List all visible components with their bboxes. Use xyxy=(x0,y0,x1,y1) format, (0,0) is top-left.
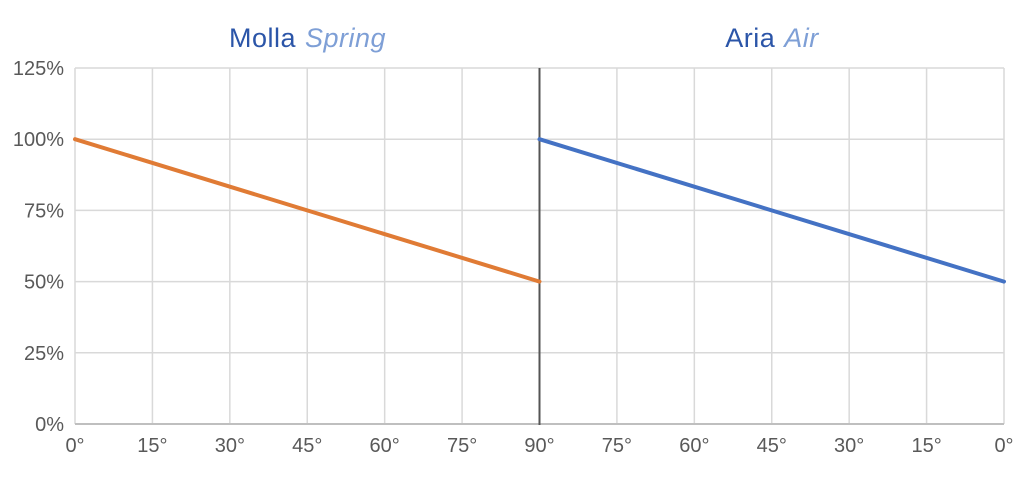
x-axis-tick-label: 0° xyxy=(994,435,1013,457)
x-axis-tick-label: 60° xyxy=(679,435,709,457)
series-line-aria-air xyxy=(537,137,1006,284)
y-axis-tick-label: 75% xyxy=(24,200,64,222)
y-axis-tick-label: 125% xyxy=(13,58,64,80)
x-axis-tick-label: 90° xyxy=(524,435,554,457)
x-axis-tick-label: 75° xyxy=(447,435,477,457)
y-axis-tick-label: 50% xyxy=(24,272,64,294)
x-axis-tick-label: 75° xyxy=(602,435,632,457)
right-panel-title-brand: Aria xyxy=(725,22,776,53)
right-panel-title-model: Air xyxy=(784,22,819,53)
y-axis-tick-label: 0% xyxy=(35,414,64,436)
x-axis-tick-label: 15° xyxy=(137,435,167,457)
x-axis-tick-label: 0° xyxy=(65,435,84,457)
y-axis-tick-label: 25% xyxy=(24,343,64,365)
x-axis-tick-label: 30° xyxy=(215,435,245,457)
x-axis-tick-label: 60° xyxy=(370,435,400,457)
x-axis-tick-label: 30° xyxy=(834,435,864,457)
right-panel-title: Aria Air xyxy=(540,20,1004,56)
x-axis-tick-label: 45° xyxy=(292,435,322,457)
left-panel-title-model: Spring xyxy=(304,22,387,53)
x-axis-tick-label: 15° xyxy=(911,435,941,457)
left-panel-title-brand: Molla xyxy=(228,22,296,53)
x-axis-tick-label: 45° xyxy=(757,435,787,457)
y-axis-tick-label: 100% xyxy=(13,129,64,151)
left-panel-title: Molla Spring xyxy=(75,20,540,56)
series-line-molla-spring xyxy=(73,137,542,284)
